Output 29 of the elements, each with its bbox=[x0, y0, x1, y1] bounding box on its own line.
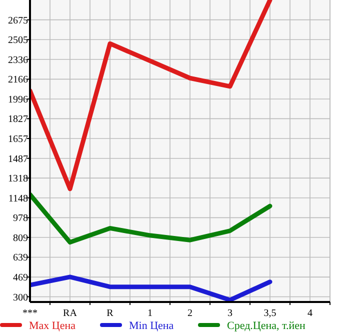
line-series bbox=[30, 192, 272, 245]
x-tick-label: 3 bbox=[228, 308, 232, 319]
x-tick-label: 3,5 bbox=[264, 308, 276, 319]
legend-label: Max Цена bbox=[29, 320, 76, 332]
y-tick-label: 2336 bbox=[8, 54, 28, 66]
x-tick-label: 1 bbox=[148, 308, 152, 319]
y-tick-label: 1996 bbox=[8, 94, 28, 106]
y-tick-label: 2675 bbox=[8, 15, 28, 26]
y-tick-label: 1318 bbox=[8, 174, 28, 185]
y-tick-label: 2505 bbox=[8, 35, 28, 46]
x-tick-label: R bbox=[106, 308, 114, 319]
x-tick-label: RA bbox=[63, 308, 78, 319]
y-tick-label: 1657 bbox=[8, 134, 28, 146]
y-tick-label: 639 bbox=[13, 252, 28, 264]
y-tick-label: 1148 bbox=[8, 193, 28, 204]
x-tick-label: 4 bbox=[308, 308, 312, 319]
line-series bbox=[30, 0, 272, 192]
y-tick-label: 1827 bbox=[8, 114, 28, 126]
legend-label: Сред.Цена, т.йен bbox=[227, 320, 306, 332]
y-tick-label: 300 bbox=[13, 292, 28, 304]
y-tick-label: 978 bbox=[13, 213, 28, 224]
legend-label: Min Цена bbox=[129, 320, 174, 332]
y-tick-label: 2166 bbox=[8, 74, 28, 86]
y-tick-label: 469 bbox=[13, 272, 28, 284]
x-tick-label: 2 bbox=[188, 308, 192, 319]
line-series bbox=[30, 274, 272, 302]
y-tick-label: 809 bbox=[13, 232, 28, 244]
y-tick-label: 1487 bbox=[8, 154, 28, 165]
x-tick-label: *** bbox=[22, 308, 38, 319]
